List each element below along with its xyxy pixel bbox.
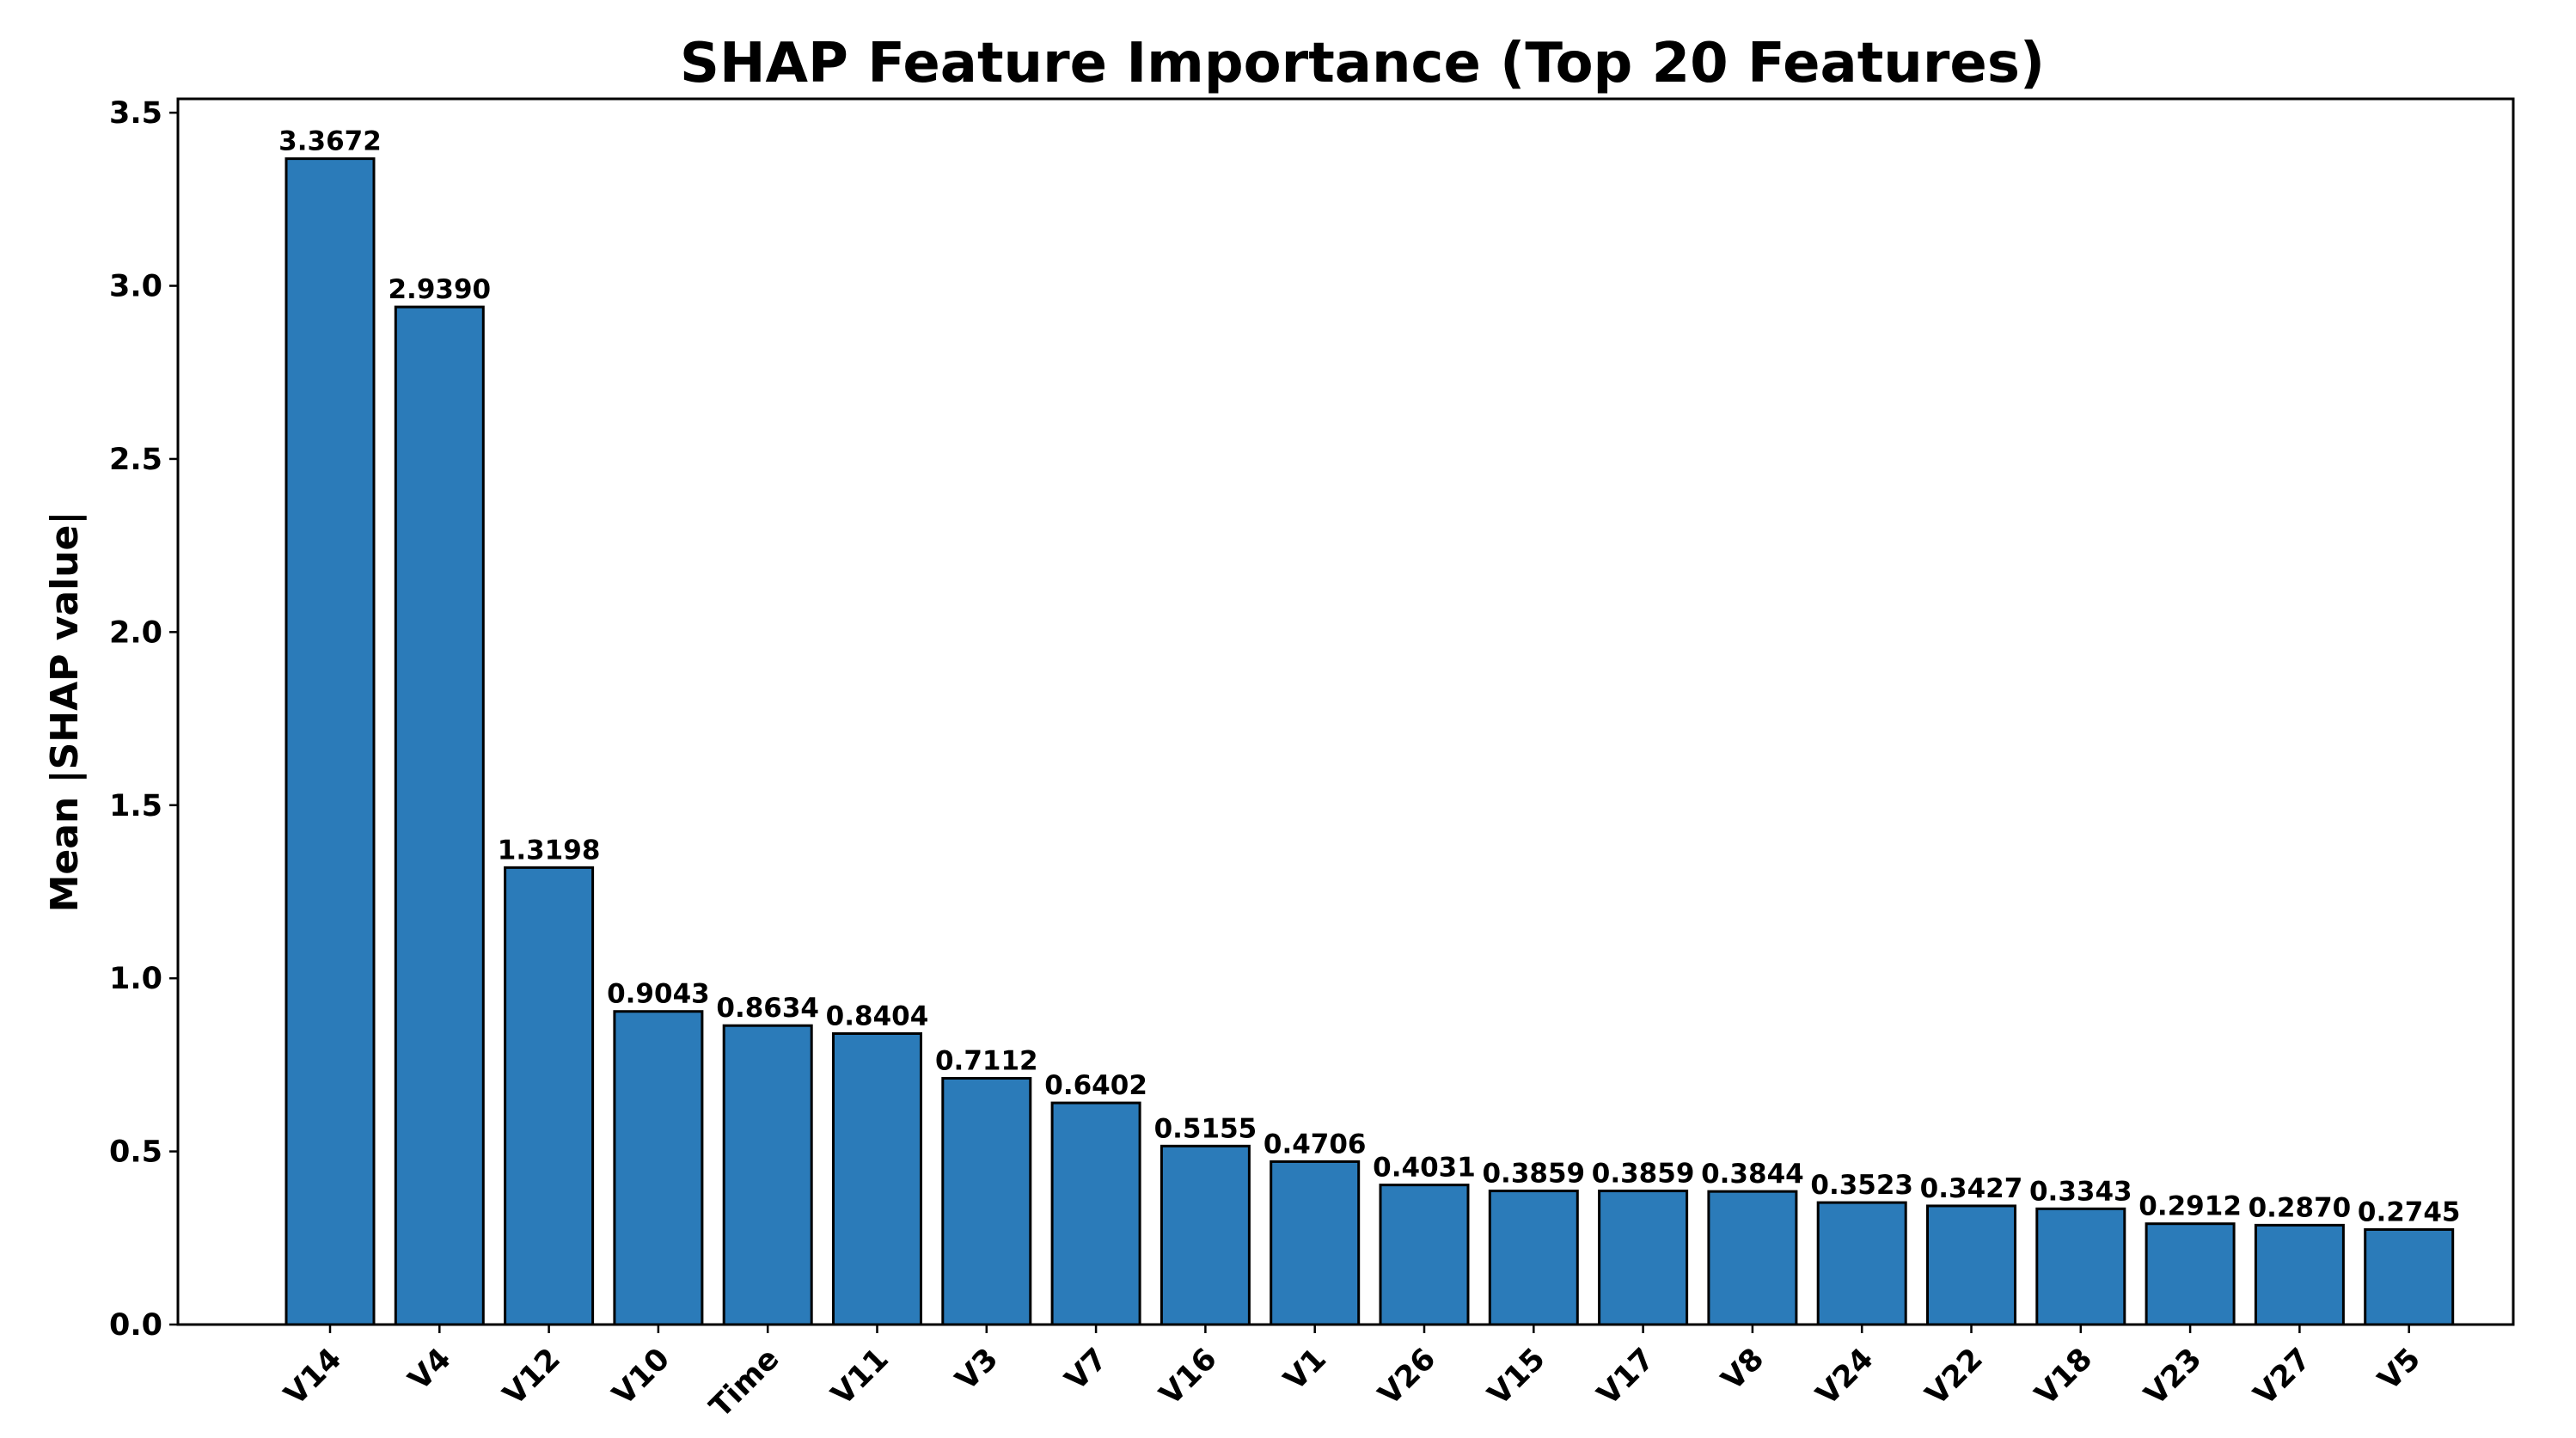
y-tick-label: 2.0: [109, 615, 162, 650]
y-tick-label: 0.0: [109, 1308, 162, 1343]
x-tick-label: V23: [2139, 1342, 2209, 1412]
x-tick-label: V22: [1919, 1342, 1990, 1412]
bar-value-label: 0.3859: [1482, 1159, 1585, 1190]
x-tick-label: V7: [1059, 1342, 1115, 1398]
y-tick-label: 3.0: [109, 270, 162, 304]
bar-V16: [1160, 1144, 1251, 1326]
x-tick-label: V8: [1716, 1342, 1771, 1398]
bar-value-label: 0.2870: [2249, 1192, 2352, 1223]
bar-V12: [504, 866, 595, 1326]
bar-V14: [285, 157, 376, 1326]
bar-value-label: 0.7112: [935, 1046, 1038, 1077]
x-tick-label: V1: [1277, 1342, 1333, 1398]
bar-V24: [1816, 1201, 1907, 1326]
bar-V26: [1379, 1184, 1470, 1326]
bar-value-label: 0.3343: [2029, 1176, 2132, 1207]
bar-value-label: 0.3859: [1592, 1159, 1695, 1190]
y-tick-label: 1.0: [109, 962, 162, 996]
bar-value-label: 0.6402: [1044, 1070, 1147, 1101]
bar-value-label: 0.4706: [1264, 1129, 1367, 1160]
bar-value-label: 1.3198: [498, 835, 601, 866]
x-tick-label: V18: [2028, 1342, 2099, 1412]
chart-title: SHAP Feature Importance (Top 20 Features…: [680, 32, 2045, 95]
plot-frame: [176, 97, 2515, 1326]
bar-V11: [832, 1031, 922, 1326]
bar-V1: [1270, 1160, 1361, 1326]
bar-value-label: 0.3523: [1810, 1170, 1913, 1201]
x-tick-label: V12: [497, 1342, 567, 1412]
x-tick-label: V4: [402, 1342, 458, 1398]
bar-V7: [1050, 1101, 1141, 1326]
bar-V3: [941, 1077, 1032, 1326]
x-tick-label: V10: [606, 1342, 676, 1412]
bar-V10: [613, 1010, 704, 1326]
bar-V5: [2364, 1227, 2455, 1326]
bar-value-label: 0.2745: [2358, 1196, 2461, 1227]
y-tick-label: 1.5: [109, 789, 162, 823]
bar-value-label: 0.3427: [1920, 1173, 2023, 1204]
bar-value-label: 2.9390: [388, 274, 491, 305]
bar-value-label: 0.8404: [826, 1000, 929, 1031]
x-tick-label: V11: [825, 1342, 896, 1412]
bar-V27: [2254, 1223, 2345, 1326]
bar-V18: [2035, 1207, 2126, 1326]
x-tick-label: V27: [2248, 1342, 2318, 1412]
x-tick-label: V5: [2371, 1342, 2427, 1398]
x-tick-label: V16: [1153, 1342, 1224, 1412]
bar-V23: [2145, 1222, 2236, 1326]
bar-V4: [394, 305, 485, 1326]
bar-value-label: 0.8634: [716, 993, 819, 1024]
bar-V22: [1926, 1204, 2016, 1326]
bar-V8: [1707, 1190, 1798, 1326]
x-tick-label: V24: [1810, 1342, 1881, 1412]
bar-V17: [1598, 1190, 1689, 1326]
x-tick-label: V3: [949, 1342, 1005, 1398]
bar-value-label: 0.2912: [2139, 1191, 2242, 1222]
x-tick-label: Time: [703, 1342, 786, 1424]
bar-value-label: 0.3844: [1701, 1159, 1804, 1190]
y-tick-label: 3.5: [109, 96, 162, 131]
bar-value-label: 0.4031: [1373, 1153, 1476, 1184]
bar-value-label: 0.5155: [1154, 1113, 1257, 1144]
x-tick-label: V26: [1372, 1342, 1442, 1412]
x-tick-label: V15: [1482, 1342, 1552, 1412]
bar-Time: [722, 1024, 813, 1326]
y-axis-label: Mean |SHAP value|: [43, 511, 87, 913]
y-tick-label: 0.5: [109, 1135, 162, 1170]
x-tick-label: V17: [1591, 1342, 1661, 1412]
bar-V15: [1488, 1190, 1579, 1326]
y-tick-label: 2.5: [109, 443, 162, 477]
x-tick-label: V14: [278, 1342, 348, 1412]
bar-value-label: 0.9043: [607, 979, 710, 1010]
bar-value-label: 3.3672: [278, 126, 382, 157]
